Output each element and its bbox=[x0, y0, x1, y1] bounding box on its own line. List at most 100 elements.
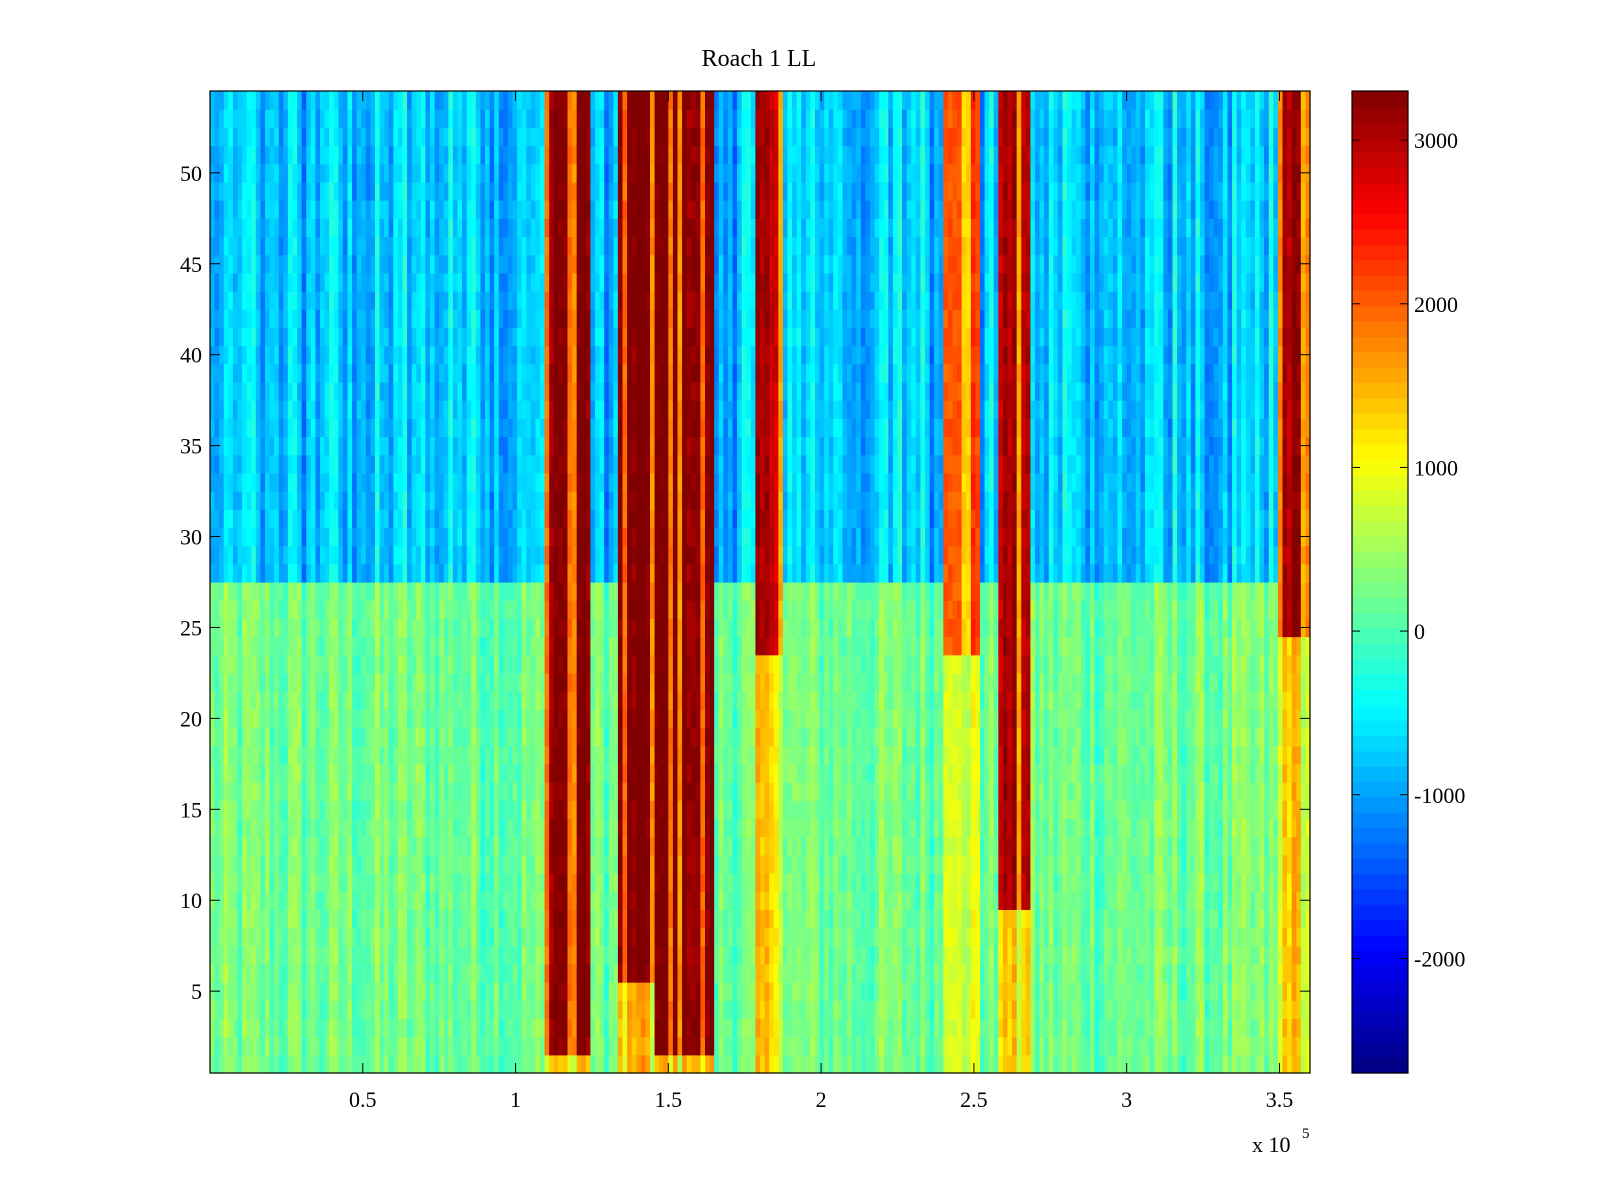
heatmap-cell bbox=[411, 291, 417, 310]
heatmap-cell bbox=[558, 963, 564, 983]
heatmap-cell bbox=[228, 545, 234, 565]
heatmap-cell bbox=[223, 654, 229, 674]
heatmap-cell bbox=[411, 309, 417, 329]
heatmap-cell bbox=[365, 545, 372, 565]
heatmap-cell bbox=[251, 800, 257, 820]
heatmap-cell bbox=[627, 836, 633, 856]
heatmap-cell bbox=[425, 309, 431, 329]
heatmap-cell bbox=[352, 963, 358, 983]
heatmap-cell bbox=[329, 291, 335, 310]
heatmap-cell bbox=[535, 509, 541, 529]
heatmap-cell bbox=[416, 1036, 422, 1056]
heatmap-cell bbox=[425, 127, 431, 147]
heatmap-cell bbox=[512, 272, 518, 292]
heatmap-cell bbox=[535, 345, 541, 365]
heatmap-cell bbox=[567, 145, 573, 165]
heatmap-cell bbox=[452, 982, 459, 1001]
heatmap-cell bbox=[535, 691, 541, 710]
heatmap-cell bbox=[269, 418, 275, 438]
heatmap-cell bbox=[384, 527, 390, 547]
heatmap-cell bbox=[494, 127, 500, 147]
heatmap-cell bbox=[466, 763, 472, 783]
heatmap-cell bbox=[338, 727, 344, 747]
heatmap-cell bbox=[553, 1054, 559, 1074]
heatmap-cell bbox=[590, 782, 596, 801]
heatmap-cell bbox=[622, 709, 628, 729]
heatmap-cell bbox=[631, 872, 637, 892]
heatmap-cell bbox=[535, 127, 541, 147]
heatmap-cell bbox=[219, 309, 225, 329]
heatmap-cell bbox=[210, 218, 216, 238]
heatmap-cell bbox=[503, 745, 509, 765]
heatmap-cell bbox=[595, 618, 601, 638]
heatmap-cell bbox=[210, 836, 216, 856]
heatmap-cell bbox=[283, 272, 289, 292]
heatmap-cell bbox=[361, 600, 367, 619]
heatmap-cell bbox=[498, 1036, 504, 1056]
heatmap-cell bbox=[315, 127, 321, 147]
heatmap-cell bbox=[530, 91, 537, 110]
heatmap-cell bbox=[246, 109, 252, 128]
heatmap-cell bbox=[590, 836, 596, 856]
heatmap-cell bbox=[251, 709, 257, 729]
heatmap-cell bbox=[585, 309, 592, 329]
heatmap-cell bbox=[425, 218, 431, 238]
heatmap-cell bbox=[457, 745, 463, 765]
heatmap-cell bbox=[228, 400, 234, 419]
heatmap-cell bbox=[320, 745, 326, 765]
heatmap-cell bbox=[260, 782, 266, 801]
heatmap-cell bbox=[310, 709, 317, 729]
heatmap-cell bbox=[521, 909, 527, 929]
heatmap-cell bbox=[608, 836, 614, 856]
heatmap-cell bbox=[562, 909, 569, 929]
heatmap-cell bbox=[430, 345, 436, 365]
heatmap-cell bbox=[567, 454, 573, 474]
heatmap-cell bbox=[315, 1018, 321, 1038]
heatmap-cell bbox=[475, 800, 482, 820]
heatmap-cell bbox=[512, 982, 518, 1001]
heatmap-cell bbox=[306, 963, 312, 983]
heatmap-cell bbox=[590, 472, 596, 492]
heatmap-cell bbox=[283, 909, 289, 929]
heatmap-cell bbox=[498, 418, 504, 438]
heatmap-cell bbox=[402, 763, 408, 783]
heatmap-cell bbox=[352, 1036, 358, 1056]
heatmap-cell bbox=[283, 836, 289, 856]
heatmap-cell bbox=[255, 672, 262, 692]
heatmap-cell bbox=[420, 927, 427, 947]
heatmap-cell bbox=[361, 563, 367, 583]
heatmap-cell bbox=[361, 200, 367, 219]
heatmap-cell bbox=[530, 1000, 537, 1020]
heatmap-cell bbox=[324, 400, 330, 419]
heatmap-cell bbox=[237, 891, 243, 910]
heatmap-cell bbox=[425, 200, 431, 219]
heatmap-cell bbox=[274, 618, 280, 638]
heatmap-cell bbox=[595, 818, 601, 838]
heatmap-cell bbox=[320, 563, 326, 583]
heatmap-cell bbox=[448, 891, 454, 910]
heatmap-cell bbox=[223, 818, 229, 838]
heatmap-cell bbox=[622, 891, 628, 910]
heatmap-cell bbox=[214, 1018, 220, 1038]
heatmap-cell bbox=[347, 400, 353, 419]
heatmap-cell bbox=[393, 891, 399, 910]
heatmap-cell bbox=[232, 91, 239, 110]
heatmap-cell bbox=[627, 745, 633, 765]
heatmap-cell bbox=[251, 345, 257, 365]
heatmap-cell bbox=[333, 982, 339, 1001]
heatmap-cell bbox=[599, 327, 605, 347]
heatmap-cell bbox=[265, 181, 271, 201]
heatmap-cell bbox=[393, 381, 399, 401]
heatmap-cell bbox=[310, 854, 317, 874]
heatmap-cell bbox=[214, 491, 220, 510]
heatmap-cell bbox=[608, 672, 614, 692]
heatmap-cell bbox=[365, 927, 372, 947]
heatmap-cell bbox=[333, 745, 339, 765]
heatmap-cell bbox=[558, 109, 564, 128]
heatmap-cell bbox=[251, 400, 257, 419]
heatmap-cell bbox=[310, 509, 317, 529]
heatmap-cell bbox=[251, 363, 257, 383]
heatmap-cell bbox=[274, 927, 280, 947]
heatmap-cell bbox=[457, 418, 463, 438]
heatmap-cell bbox=[581, 1054, 587, 1074]
